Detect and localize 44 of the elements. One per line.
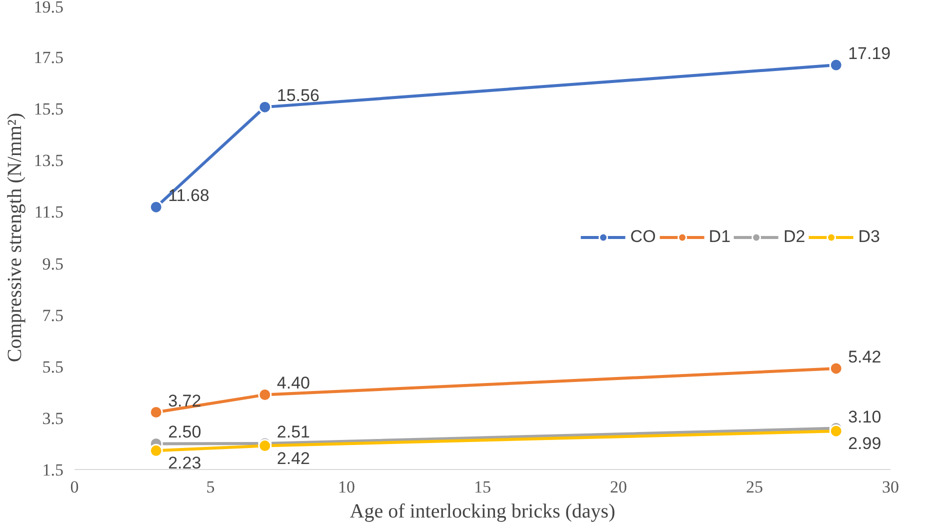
point [258,388,272,402]
y-tick-label: 17.5 [34,48,64,68]
legend-label: D3 [858,227,880,247]
x-tick-label: 0 [70,478,79,496]
y-tick-label: 9.5 [42,254,64,274]
data-label: 17.19 [848,44,891,64]
y-tick-label: 5.5 [42,357,64,376]
data-label: 3.72 [168,391,202,410]
y-tick-label: 15.5 [34,100,64,119]
data-label: 11.68 [168,186,210,206]
y-tick-label: 1.5 [42,460,64,480]
point [149,444,163,458]
point [149,200,163,214]
data-label: 2.99 [848,434,882,454]
data-label: 2.23 [168,454,202,473]
point [149,406,163,420]
data-label: 2.42 [276,448,310,468]
x-tick-label: 30 [882,478,899,496]
x-tick-label: 20 [610,478,627,496]
y-tick-label: 19.5 [34,0,64,16]
x-tick-label: 25 [746,478,763,496]
y-tick-label: 3.5 [42,408,64,428]
data-label: 15.56 [276,86,320,106]
x-axis-title: Age of interlocking bricks (days) [350,500,616,522]
point [829,58,843,72]
y-tick-label: 7.5 [42,306,64,325]
x-tick-label: 10 [338,478,355,496]
data-label: 5.42 [848,347,882,366]
legend-label: D2 [784,227,806,247]
x-tick-label: 5 [206,478,215,496]
y-axis-title: Compressive strength (N/mm²) [4,112,26,362]
legend-label: D1 [708,227,731,247]
x-tick-label: 15 [474,478,491,496]
y-tick-label: 13.5 [34,151,64,170]
legend-label: CO [630,227,656,247]
data-label: 2.51 [276,422,310,442]
data-label: 3.10 [848,407,882,426]
y-tick-label: 11.5 [34,202,64,222]
point [829,362,843,376]
point [829,424,843,438]
data-label: 2.50 [168,422,202,442]
point [258,439,272,453]
data-label: 4.40 [276,374,310,393]
point [258,100,272,114]
